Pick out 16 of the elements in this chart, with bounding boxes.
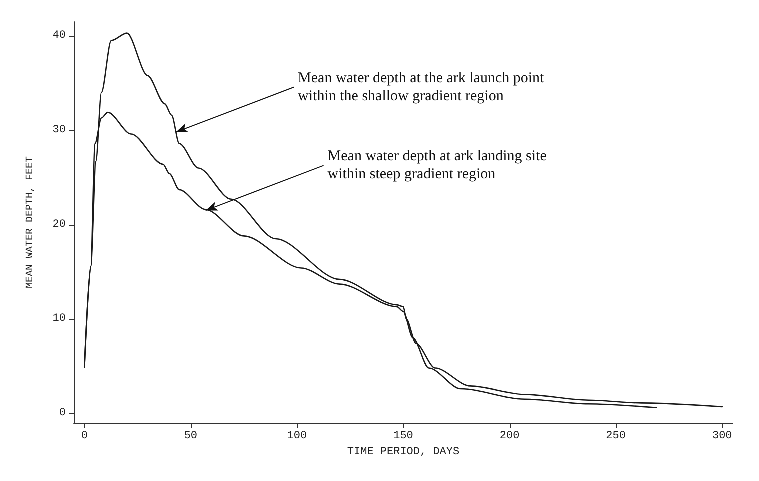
- x-tick-label: 50: [184, 430, 198, 442]
- x-tick-label: 300: [712, 430, 732, 442]
- y-tick-label: 20: [52, 218, 66, 231]
- y-tick-label: 40: [52, 30, 66, 42]
- x-axis-title: TIME PERIOD, DAYS: [347, 446, 460, 458]
- y-tick-label: 10: [52, 313, 66, 326]
- x-tick-label: 0: [81, 430, 88, 442]
- y-tick-label: 0: [59, 408, 66, 420]
- x-tick-label: 150: [394, 430, 414, 442]
- x-tick-label: 100: [287, 430, 308, 442]
- annotation: Mean water depth at ark landing site within steep gradient region: [328, 148, 548, 183]
- annotation: Mean water depth at the ark launch point within the shallow gradient region: [298, 70, 546, 104]
- y-axis-title: MEAN WATER DEPTH, FEET: [26, 156, 36, 289]
- x-tick-label: 200: [500, 430, 520, 442]
- y-tick-label: 30: [52, 124, 66, 137]
- x-tick-label: 250: [606, 430, 626, 442]
